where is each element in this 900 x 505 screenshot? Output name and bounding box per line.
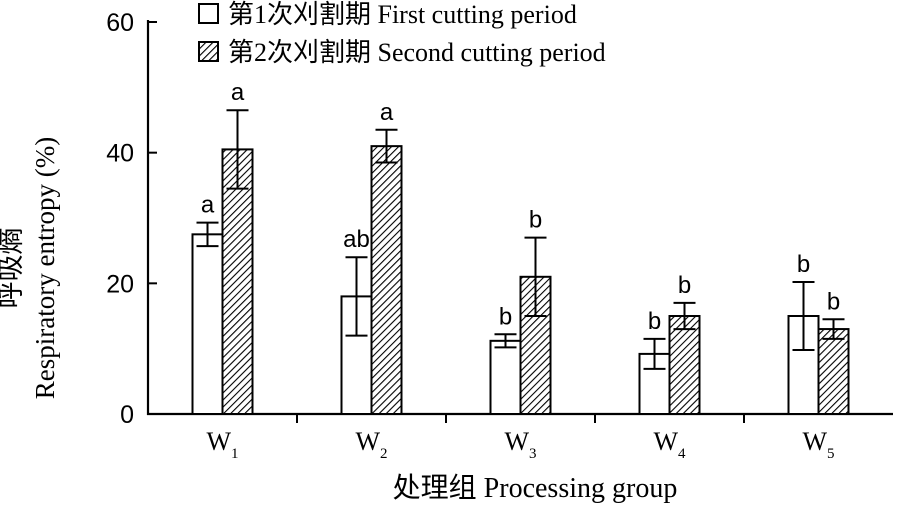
- significance-label: b: [827, 288, 840, 315]
- bar-first-cutting: [193, 234, 223, 414]
- bar-second-cutting: [372, 146, 402, 414]
- y-tick-label: 0: [120, 401, 134, 429]
- category-labels-group: W1 W2 W3 W4 W5: [206, 427, 834, 462]
- bar-second-cutting: [670, 316, 700, 414]
- legend-label-first: 第1次刈割期 First cutting period: [228, 0, 577, 29]
- category-label: W2: [355, 427, 387, 462]
- y-axis-label-group: 呼吸熵 Respiratory entropy (%): [0, 137, 60, 399]
- significance-label: ab: [343, 226, 370, 253]
- significance-label: b: [797, 251, 810, 278]
- legend-swatch-first: [199, 4, 218, 23]
- category-label: W3: [504, 427, 536, 462]
- category-label: W4: [653, 427, 686, 462]
- significance-label: a: [380, 99, 394, 126]
- significance-label: b: [648, 308, 661, 335]
- y-tick-label: 20: [106, 270, 134, 298]
- bar-first-cutting: [491, 341, 521, 414]
- significance-label: a: [231, 79, 245, 106]
- y-axis-label-en: Respiratory entropy (%): [30, 137, 60, 399]
- legend-swatch-second: [199, 42, 218, 61]
- category-label: W5: [802, 427, 834, 462]
- bar-second-cutting: [819, 329, 849, 414]
- legend: 第1次刈割期 First cutting period 第2次刈割期 Secon…: [199, 0, 606, 67]
- y-tick-label: 40: [106, 140, 134, 168]
- y-tick-label: 60: [106, 9, 134, 37]
- x-axis-label: 处理组 Processing group: [393, 472, 678, 504]
- significance-label: b: [529, 207, 542, 234]
- legend-label-second: 第2次刈割期 Second cutting period: [228, 38, 606, 67]
- category-label: W1: [206, 427, 238, 462]
- significance-label: a: [201, 192, 215, 219]
- bars-group: [193, 146, 849, 414]
- y-axis-label-cn: 呼吸熵: [0, 228, 26, 309]
- significance-label: b: [678, 272, 691, 299]
- significance-label: b: [499, 303, 512, 330]
